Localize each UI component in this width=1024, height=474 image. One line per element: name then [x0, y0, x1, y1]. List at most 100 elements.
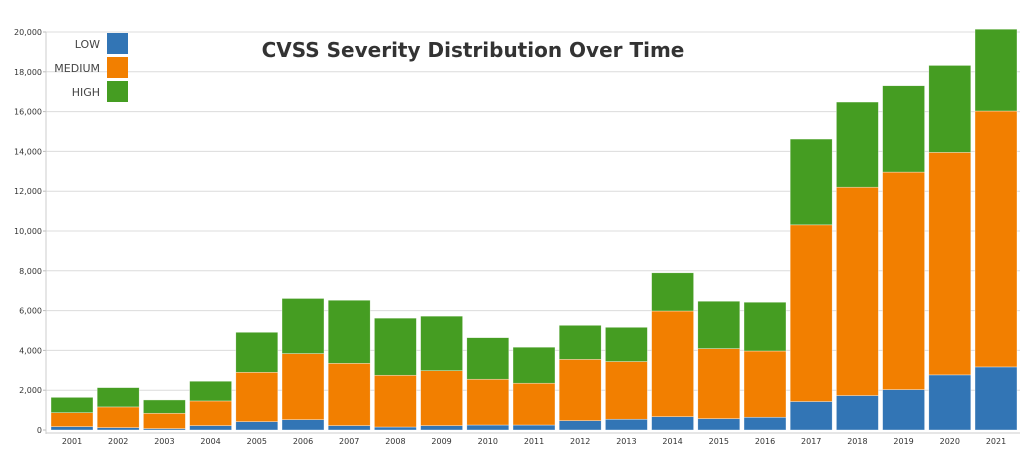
bar-high-2011 — [512, 346, 556, 384]
bar-high-2002 — [96, 387, 140, 408]
bar-low-2013 — [605, 418, 648, 431]
bar-medium-2012 — [558, 359, 602, 421]
bar-low-2015 — [697, 418, 741, 431]
bar-low-2009 — [420, 425, 463, 431]
x-tick-label: 2002 — [108, 437, 128, 446]
bar-high-2013 — [605, 327, 648, 362]
bar-high-2014 — [651, 272, 694, 312]
bar-medium-2019 — [882, 171, 925, 390]
gridlines — [46, 31, 1020, 391]
x-tick-label: 2019 — [893, 437, 913, 446]
legend-swatch-low — [107, 33, 128, 54]
y-tick-label: 20,000 — [14, 28, 42, 37]
x-tick-label: 2013 — [616, 437, 636, 446]
y-tick-label: 12,000 — [14, 187, 42, 196]
x-tick-label: 2020 — [940, 437, 960, 446]
bar-low-2018 — [836, 395, 879, 431]
bar-low-2004 — [189, 425, 232, 431]
y-tick-label: 0 — [37, 426, 42, 435]
bar-low-2014 — [651, 416, 694, 431]
bar-high-2001 — [50, 397, 94, 413]
bar-medium-2018 — [836, 186, 879, 396]
bar-low-2017 — [789, 401, 833, 431]
y-tick-label: 14,000 — [14, 147, 42, 156]
x-tick-label: 2009 — [431, 437, 451, 446]
bar-low-2008 — [374, 426, 417, 431]
y-axis: 0 2,000 4,000 6,000 8,000 10,000 12,000 14,000 1… — [14, 28, 47, 435]
x-tick-label: 2008 — [385, 437, 405, 446]
bar-medium-2014 — [651, 310, 694, 417]
x-tick-label: 2017 — [801, 437, 821, 446]
legend: LOW MEDIUM HIGH — [54, 33, 128, 102]
bar-low-2007 — [327, 425, 371, 431]
y-tick-label: 10,000 — [14, 227, 42, 236]
bar-high-2019 — [882, 85, 925, 173]
bar-high-2008 — [374, 317, 417, 376]
x-tick-label: 2012 — [570, 437, 590, 446]
bar-low-2012 — [558, 420, 602, 431]
bar-low-2002 — [96, 427, 140, 431]
bar-medium-2020 — [928, 152, 972, 376]
bar-low-2021 — [974, 366, 1018, 431]
legend-label-high: HIGH — [72, 86, 100, 99]
bar-high-2004 — [189, 380, 232, 402]
chart-title: CVSS Severity Distribution Over Time — [262, 38, 685, 62]
x-tick-label: 2004 — [200, 437, 220, 446]
x-tick-label: 2005 — [247, 437, 267, 446]
x-axis: 2001 2002 2003 2004 2005 2006 2007 2008 2009 2010… — [46, 432, 1020, 446]
bar-medium-2011 — [512, 382, 556, 426]
x-tick-label: 2016 — [755, 437, 775, 446]
bar-high-2009 — [420, 315, 463, 371]
bar-medium-2010 — [466, 378, 510, 426]
legend-label-medium: MEDIUM — [54, 62, 100, 75]
bar-medium-2002 — [96, 406, 140, 428]
legend-label-low: LOW — [75, 38, 100, 51]
y-tick-label: 6,000 — [19, 307, 42, 316]
x-tick-label: 2003 — [154, 437, 174, 446]
bar-medium-2005 — [235, 371, 279, 422]
bar-high-2007 — [327, 299, 371, 364]
legend-swatch-high — [107, 81, 128, 102]
y-tick-label: 4,000 — [19, 346, 42, 355]
x-tick-label: 2011 — [524, 437, 544, 446]
bar-medium-2015 — [697, 348, 741, 419]
bar-medium-2021 — [974, 110, 1018, 368]
bar-high-2003 — [143, 399, 186, 414]
bar-high-2015 — [697, 300, 741, 349]
bar-medium-2001 — [50, 412, 94, 427]
bar-medium-2006 — [281, 353, 325, 420]
bar-low-2005 — [235, 421, 279, 431]
y-tick-label: 16,000 — [14, 108, 42, 117]
bar-low-2019 — [882, 389, 925, 431]
bar-low-2001 — [50, 426, 94, 431]
bar-high-2018 — [836, 101, 879, 188]
x-tick-label: 2006 — [293, 437, 313, 446]
y-tick-label: 18,000 — [14, 68, 42, 77]
bar-high-2021 — [974, 28, 1018, 112]
bar-medium-2008 — [374, 374, 417, 428]
bar-high-2016 — [743, 301, 787, 352]
x-tick-label: 2010 — [478, 437, 498, 446]
bar-high-2005 — [235, 331, 279, 373]
bar-medium-2016 — [743, 350, 787, 418]
bar-medium-2017 — [789, 224, 833, 402]
bar-high-2020 — [928, 65, 972, 153]
legend-swatch-medium — [107, 57, 128, 78]
x-tick-label: 2001 — [62, 437, 82, 446]
bar-high-2017 — [789, 138, 833, 226]
bar-medium-2013 — [605, 361, 648, 420]
bar-high-2012 — [558, 325, 602, 360]
x-tick-label: 2007 — [339, 437, 359, 446]
bar-low-2006 — [281, 419, 325, 431]
y-tick-label: 8,000 — [19, 267, 42, 276]
x-tick-label: 2018 — [847, 437, 867, 446]
x-tick-label: 2014 — [662, 437, 682, 446]
y-tick-label: 2,000 — [19, 386, 42, 395]
bar-low-2016 — [743, 416, 787, 431]
bar-low-2010 — [466, 424, 510, 431]
bar-medium-2007 — [327, 363, 371, 426]
bar-low-2011 — [512, 424, 556, 431]
bar-low-2020 — [928, 374, 972, 431]
bar-medium-2004 — [189, 400, 232, 426]
